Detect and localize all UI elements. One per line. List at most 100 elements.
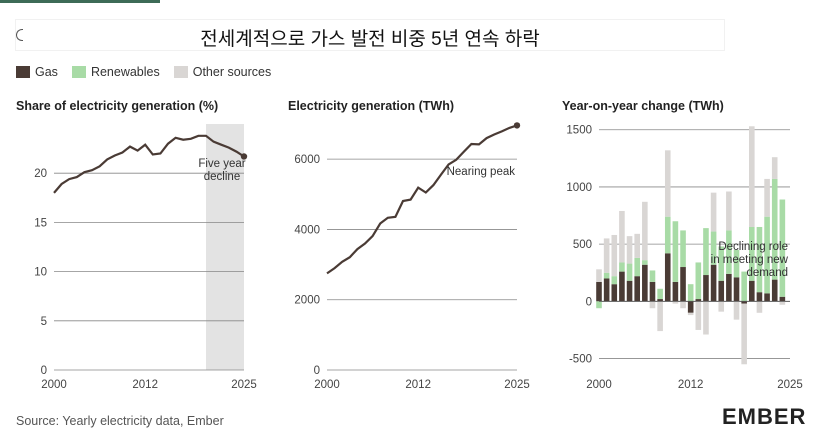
yoy-bar-other-sources-2018 [733, 301, 740, 320]
yoy-bar-gas-2016 [718, 280, 725, 302]
yoy-bar-renewables-2013 [695, 262, 702, 300]
share-point-2025 [240, 153, 248, 160]
title-banner: 전세계적으로 가스 발전 비중 5년 연속 하락 [16, 20, 724, 50]
top-accent-line [0, 0, 160, 3]
yoy-bar-gas-2022 [764, 293, 770, 302]
yoy-bar-renewables-2018 [733, 249, 740, 278]
yoy-bar-renewables-2017 [726, 230, 732, 274]
yoy-bar-other-sources-2001 [603, 238, 610, 273]
yoy-bar-renewables-2012 [687, 284, 694, 302]
yoy-bar-other-sources-2014 [703, 301, 709, 335]
share-annotation-line-1: decline [204, 171, 240, 183]
share-y-tick-label-3: 15 [34, 217, 47, 229]
yoy-bar-gas-2003 [619, 271, 625, 302]
yoy-bar-other-sources-2020 [749, 126, 755, 227]
yoy-bar-gas-2013 [695, 299, 702, 302]
yoy-bar-renewables-2011 [680, 230, 686, 268]
yoy-bar-renewables-2019 [741, 271, 747, 302]
yoy-bar-renewables-2002 [611, 276, 618, 285]
yoy-bar-other-sources-2002 [611, 234, 618, 277]
yoy-bar-gas-2004 [626, 280, 633, 302]
legend-item-renewables: Renewables [71, 65, 160, 79]
yoy-bar-renewables-2008 [657, 288, 663, 300]
yoy-x-tick-label-1: 2012 [678, 379, 704, 391]
yoy-bar-other-sources-2008 [657, 301, 663, 332]
yoy-bar-gas-2015 [710, 264, 717, 302]
generation-y-tick-label-1: 2000 [294, 295, 320, 307]
yoy-bar-other-sources-2005 [634, 233, 640, 258]
share-shaded-region [206, 124, 244, 370]
page-title: 전세계적으로 가스 발전 비중 5년 연속 하락 [200, 29, 540, 50]
share-annotation-line-0: Five year [198, 158, 245, 170]
legend-label-gas: Gas [35, 65, 58, 79]
yoy-bar-gas-2017 [726, 273, 732, 302]
generation-y-tick-label-3: 6000 [294, 154, 320, 166]
yoy-bar-other-sources-2024 [779, 301, 786, 305]
yoy-annotation-line-0: Declining role [718, 241, 788, 253]
chart-2-title: Electricity generation (TWh) [288, 99, 454, 113]
yoy-bar-renewables-2004 [626, 263, 633, 281]
yoy-bar-gas-2006 [642, 264, 648, 302]
yoy-bar-renewables-2006 [642, 260, 648, 265]
yoy-annotation-line-1: in meeting new [711, 254, 789, 266]
yoy-bar-gas-2008 [657, 299, 663, 302]
yoy-bar-gas-2000 [596, 281, 602, 302]
yoy-bar-gas-2005 [634, 276, 640, 302]
yoy-bar-gas-2010 [672, 281, 679, 302]
yoy-bar-renewables-2022 [764, 216, 770, 294]
share-y-tick-label-2: 10 [34, 267, 47, 279]
yoy-bar-gas-2023 [771, 279, 778, 302]
yoy-y-tick-label-4: 1500 [566, 125, 592, 137]
legend-swatch-renewables [71, 66, 86, 78]
generation-x-tick-label-1: 2012 [405, 379, 431, 391]
yoy-x-tick-label-2: 2025 [777, 379, 803, 391]
yoy-bar-other-sources-2006 [642, 201, 648, 261]
share-y-tick-label-1: 5 [41, 316, 47, 328]
legend-label-renewables: Renewables [90, 65, 160, 79]
yoy-bar-renewables-2000 [596, 301, 602, 309]
yoy-bar-renewables-2014 [703, 228, 709, 276]
yoy-bar-renewables-2020 [749, 226, 755, 281]
yoy-bar-other-sources-2011 [680, 301, 686, 309]
yoy-y-tick-label-0: -500 [569, 354, 592, 366]
legend-label-other-sources: Other sources [192, 65, 272, 79]
partial-logo-mark [16, 29, 23, 41]
yoy-bar-other-sources-2013 [695, 301, 702, 330]
source-note: Source: Yearly electricity data, Ember [16, 414, 224, 428]
yoy-bar-other-sources-2016 [718, 301, 725, 312]
generation-series-line [326, 124, 518, 275]
yoy-bar-other-sources-2022 [764, 178, 770, 217]
yoy-bar-other-sources-2015 [710, 192, 717, 232]
yoy-bar-renewables-2010 [672, 221, 679, 282]
legend-item-other-sources: Other sources [173, 65, 272, 79]
share-y-tick-label-0: 0 [41, 365, 47, 377]
share-series-line [53, 134, 245, 194]
yoy-bar-other-sources-2007 [649, 301, 656, 309]
yoy-y-tick-label-1: 0 [586, 296, 592, 308]
generation-point-2025 [513, 122, 521, 129]
yoy-bar-other-sources-2019 [741, 303, 747, 365]
share-x-tick-label-1: 2012 [132, 379, 158, 391]
generation-x-tick-label-0: 2000 [314, 379, 340, 391]
yoy-x-tick-label-0: 2000 [586, 379, 612, 391]
yoy-bar-gas-2002 [611, 284, 618, 302]
yoy-bar-renewables-2005 [634, 257, 640, 277]
yoy-bar-renewables-2003 [619, 262, 625, 272]
yoy-y-tick-label-2: 500 [573, 239, 592, 251]
legend-swatch-other-sources [173, 66, 188, 78]
yoy-bar-other-sources-2004 [626, 236, 633, 264]
yoy-bar-other-sources-2023 [771, 157, 778, 179]
legend: Gas Renewables Other sources [16, 65, 285, 79]
yoy-bar-renewables-2021 [756, 226, 763, 293]
yoy-bar-gas-2011 [680, 267, 686, 302]
chart-3-title: Year-on-year change (TWh) [562, 99, 724, 113]
yoy-bar-renewables-2023 [771, 178, 778, 280]
yoy-bar-other-sources-2003 [619, 210, 625, 263]
legend-swatch-gas [16, 66, 30, 78]
yoy-bar-renewables-2015 [710, 231, 717, 265]
yoy-bar-other-sources-2010 [672, 301, 679, 304]
yoy-bar-gas-2021 [756, 292, 763, 302]
